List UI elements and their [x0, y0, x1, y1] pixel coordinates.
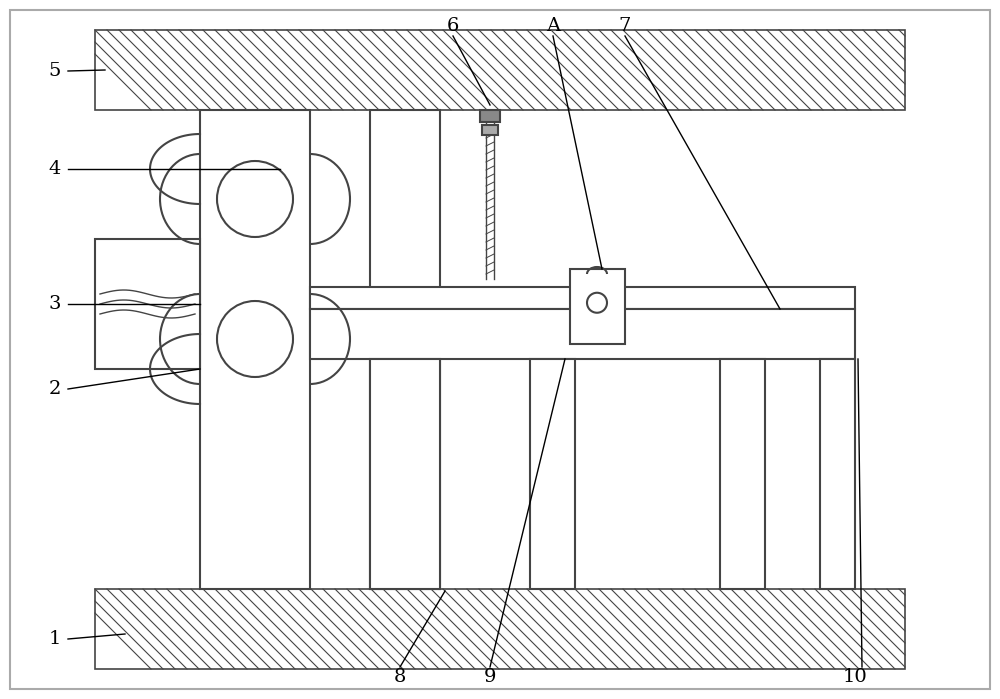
Circle shape: [217, 301, 293, 377]
Bar: [482, 125, 498, 135]
Text: 4: 4: [49, 160, 61, 178]
Bar: [95, 589, 905, 669]
Text: 5: 5: [49, 62, 61, 80]
Text: 2: 2: [49, 380, 61, 398]
Bar: [820, 359, 855, 589]
Text: 7: 7: [619, 17, 631, 35]
Text: 8: 8: [394, 668, 406, 686]
Bar: [200, 110, 310, 589]
Text: 3: 3: [49, 295, 61, 313]
Text: 6: 6: [447, 17, 459, 35]
Bar: [720, 359, 765, 589]
Bar: [370, 359, 440, 589]
Bar: [480, 110, 500, 122]
Bar: [370, 110, 440, 589]
Text: 9: 9: [484, 668, 496, 686]
Bar: [310, 309, 855, 359]
Text: 10: 10: [843, 668, 867, 686]
Bar: [310, 287, 855, 309]
Text: A: A: [546, 17, 560, 35]
Bar: [570, 269, 625, 344]
Circle shape: [217, 161, 293, 237]
Bar: [530, 359, 575, 589]
Bar: [95, 239, 200, 369]
Bar: [95, 30, 905, 110]
Circle shape: [587, 293, 607, 312]
Text: 1: 1: [49, 630, 61, 648]
